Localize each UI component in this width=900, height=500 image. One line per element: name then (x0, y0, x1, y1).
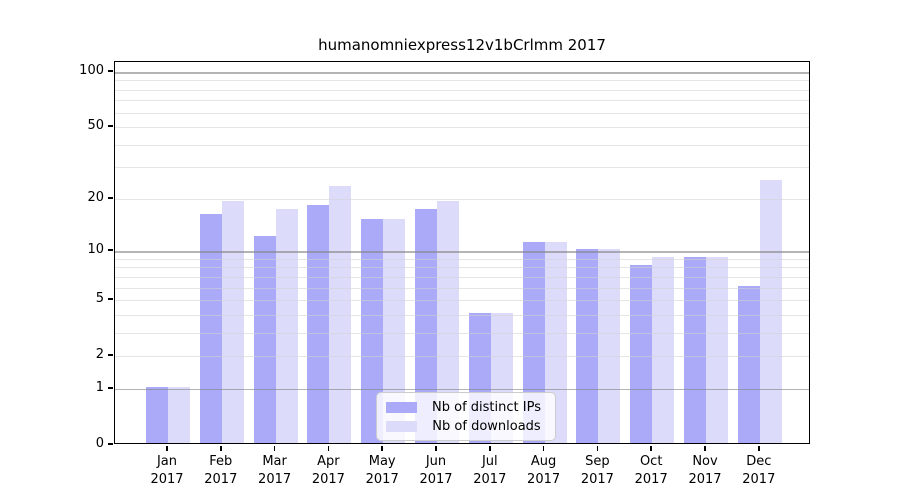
y-tick-label-50: 50 (87, 118, 104, 134)
x-tick-label-oct: Oct 2017 (634, 454, 668, 487)
bar-distinct-ips-jan (146, 386, 168, 443)
gridline-minor-80 (115, 89, 809, 91)
y-tick-2 (108, 354, 113, 356)
bar-downloads-may (383, 218, 406, 443)
x-tick-label-aug: Aug 2017 (527, 454, 561, 487)
gridline-minor-40 (115, 144, 809, 146)
y-tick-0 (108, 443, 113, 445)
bar-downloads-jan (168, 386, 190, 443)
legend-swatch-distinct-ips (386, 401, 417, 413)
bar-downloads-nov (706, 256, 728, 443)
gridline-minor-3 (115, 332, 809, 334)
bar-distinct-ips-nov (684, 256, 706, 443)
y-tick-5 (108, 298, 113, 300)
gridline-major-10 (115, 251, 809, 253)
bar-distinct-ips-mar (253, 235, 276, 443)
gridline-minor-70 (115, 100, 809, 102)
x-tick-label-jan: Jan 2017 (150, 454, 184, 487)
x-tick-jun (435, 445, 437, 451)
x-tick-label-dec: Dec 2017 (742, 454, 776, 487)
y-tick-label-1: 1 (95, 379, 104, 395)
bar-downloads-apr (329, 186, 352, 443)
y-tick-label-2: 2 (95, 347, 104, 363)
gridline-major-100 (115, 72, 809, 74)
gridline-minor-30 (115, 167, 809, 169)
bar-distinct-ips-dec (737, 285, 760, 443)
x-tick-dec (758, 445, 760, 451)
x-tick-label-jun: Jun 2017 (419, 454, 453, 487)
x-tick-jan (166, 445, 168, 451)
x-tick-feb (220, 445, 222, 451)
plot-area (114, 61, 810, 444)
x-tick-label-feb: Feb 2017 (204, 454, 238, 487)
gridline-major-1 (115, 388, 809, 391)
x-tick-may (381, 445, 383, 451)
y-tick-label-5: 5 (95, 291, 104, 307)
x-tick-oct (650, 445, 652, 451)
gridline-minor-5 (115, 300, 809, 302)
gridline-minor-20 (115, 198, 809, 200)
bar-distinct-ips-may (361, 218, 384, 443)
x-tick-label-apr: Apr 2017 (311, 454, 345, 487)
bar-distinct-ips-apr (307, 205, 330, 443)
x-tick-aug (542, 445, 545, 451)
y-tick-1 (108, 387, 113, 389)
x-tick-jul (489, 445, 491, 451)
bar-downloads-oct (652, 256, 675, 443)
gridline-minor-60 (115, 112, 809, 114)
bar-downloads-jun (437, 200, 459, 443)
y-tick-label-10: 10 (87, 242, 104, 258)
gridline-minor-6 (115, 287, 809, 289)
bar-distinct-ips-oct (630, 265, 653, 443)
bar-distinct-ips-sep (576, 249, 599, 443)
legend-row-downloads: Nb of downloads (386, 418, 545, 434)
gridline-minor-4 (115, 314, 809, 316)
legend-swatch-downloads (386, 420, 417, 432)
gridline-minor-7 (115, 276, 809, 278)
bar-downloads-dec (759, 179, 782, 443)
y-tick-label-100: 100 (79, 63, 104, 78)
gridline-minor-2 (115, 356, 809, 358)
x-tick-label-nov: Nov 2017 (688, 454, 722, 487)
y-tick-50 (108, 125, 113, 127)
bar-downloads-sep (598, 249, 621, 443)
legend-label-downloads: Nb of downloads (432, 418, 541, 434)
y-tick-label-20: 20 (87, 189, 104, 205)
bar-distinct-ips-feb (199, 214, 222, 443)
y-tick-10 (108, 249, 113, 251)
x-tick-label-jul: Jul 2017 (473, 454, 507, 487)
x-tick-apr (327, 445, 330, 451)
x-tick-nov (704, 445, 706, 451)
chart-title: humanomniexpress12v1bCrlmm 2017 (318, 36, 606, 54)
gridline-minor-9 (115, 258, 809, 260)
gridline-minor-8 (115, 267, 809, 269)
bar-downloads-feb (221, 200, 244, 443)
legend: Nb of distinct IPs Nb of downloads (376, 392, 556, 441)
y-tick-20 (108, 197, 113, 199)
x-tick-label-mar: Mar 2017 (258, 454, 292, 487)
y-tick-label-0: 0 (95, 436, 104, 451)
legend-row-distinct-ips: Nb of distinct IPs (386, 399, 545, 415)
x-tick-sep (596, 445, 599, 451)
x-tick-mar (273, 445, 276, 451)
y-tick-100 (108, 70, 113, 72)
x-tick-label-may: May 2017 (365, 454, 399, 487)
x-tick-label-sep: Sep 2017 (580, 454, 614, 487)
legend-label-distinct-ips: Nb of distinct IPs (432, 399, 541, 415)
bar-downloads-mar (275, 209, 298, 443)
gridline-minor-50 (115, 127, 809, 129)
gridline-minor-90 (115, 80, 809, 82)
